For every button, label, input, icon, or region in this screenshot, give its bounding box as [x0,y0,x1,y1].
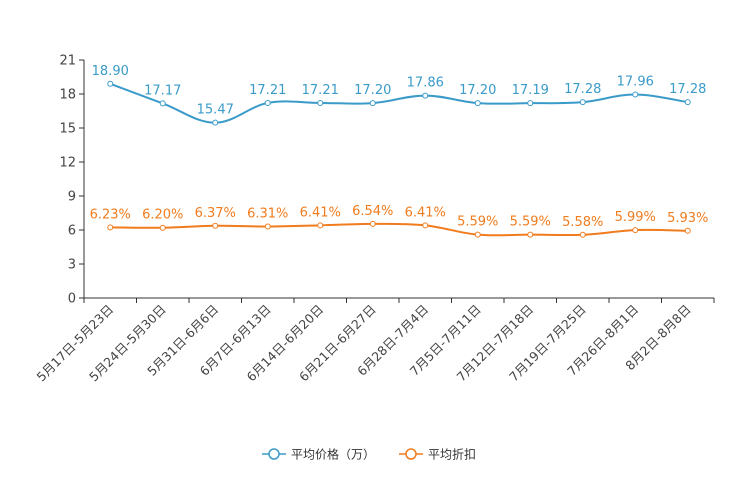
y-tick-label: 18 [59,88,76,103]
data-point [264,223,271,230]
data-point [474,100,481,107]
legend-label: 平均价格（万） [291,447,375,462]
y-tick-label: 6 [68,224,76,239]
data-label: 18.90 [92,64,129,79]
data-label: 5.93% [667,211,708,226]
series-layer: 18.90 17.17 15.47 17.21 17.21 17.20 17.86 17.20… [90,64,708,238]
data-label: 6.37% [195,206,236,221]
data-point [632,227,639,234]
y-tick-label: 9 [68,190,76,205]
y-tick-label: 0 [68,292,76,307]
data-label: 5.59% [457,215,498,230]
data-point [317,222,324,229]
data-label: 5.99% [615,210,656,225]
y-tick-label: 3 [68,258,76,273]
data-label: 17.96 [617,74,654,89]
data-point [317,99,324,106]
data-point [474,231,481,238]
legend[interactable]: 平均价格（万） 平均折扣 [262,447,476,462]
data-label: 17.19 [512,83,549,98]
data-point [159,100,166,107]
series-avg-price: 18.90 17.17 15.47 17.21 17.21 17.20 17.86 17.20… [92,64,706,126]
data-label: 6.54% [352,204,393,219]
legend-label: 平均折扣 [428,447,476,462]
data-label: 17.28 [669,82,706,97]
data-label: 17.28 [564,82,601,97]
data-label: 17.86 [407,76,444,91]
series-avg-discount: 6.23% 6.20% 6.37% 6.31% 6.41% 6.54% 6.41% 5.59%… [90,204,708,238]
data-point [264,99,271,106]
series-line [109,82,688,124]
y-tick-label: 21 [59,54,76,69]
data-point [527,100,534,107]
data-label: 6.20% [142,208,183,223]
data-point [579,231,586,238]
data-point [684,99,691,106]
data-label: 17.20 [354,83,391,98]
y-tick-label: 15 [59,122,76,137]
data-point [527,231,534,238]
data-label: 5.59% [510,215,551,230]
series-line [110,222,688,237]
data-point [212,222,219,229]
data-label: 17.17 [144,83,181,98]
data-point [107,80,114,87]
data-label: 6.23% [90,207,131,222]
y-tick-label: 12 [59,156,76,171]
legend-marker-icon [405,448,417,460]
data-point [369,220,376,227]
data-point [107,224,114,231]
data-label: 15.47 [197,103,234,118]
data-label: 6.31% [247,206,288,221]
data-label: 17.20 [459,83,496,98]
data-label: 6.41% [405,205,446,220]
legend-item-avg-discount[interactable]: 平均折扣 [399,447,476,462]
legend-marker-icon [268,448,280,460]
data-point [422,222,429,229]
data-label: 17.21 [302,83,339,98]
data-point [369,100,376,107]
legend-item-avg-price[interactable]: 平均价格（万） [262,447,375,462]
data-point [579,99,586,106]
data-label: 6.41% [300,205,341,220]
data-point [632,91,639,98]
data-point [212,119,219,126]
data-point [684,227,691,234]
data-point [159,224,166,231]
data-label: 5.58% [562,215,603,230]
data-label: 17.21 [249,83,286,98]
data-point [422,92,429,99]
